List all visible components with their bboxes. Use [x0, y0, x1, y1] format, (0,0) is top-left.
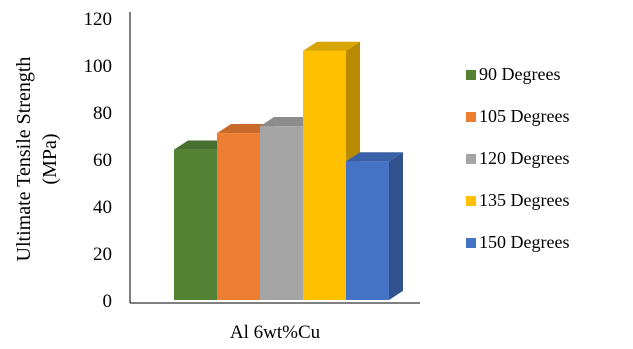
y-tick-label: 40 [93, 197, 112, 218]
legend-label: 90 Degrees [479, 64, 560, 84]
legend-swatch [466, 238, 476, 248]
y-tick-label: 60 [93, 150, 112, 171]
x-axis-categories: Al 6wt%Cu [230, 322, 321, 343]
y-tick-label: 80 [93, 103, 112, 124]
bar-top-face [260, 117, 317, 127]
legend-label: 150 Degrees [479, 232, 569, 252]
legend-swatch [466, 154, 476, 164]
axes [129, 12, 420, 304]
bar-front-face [303, 50, 346, 301]
bar-front-face [174, 149, 217, 300]
bar-top-face [346, 152, 403, 162]
y-axis-title-line: Ultimate Tensile Strength [13, 57, 35, 262]
legend-entry: 120 Degrees [466, 148, 569, 168]
legend: 90 Degrees 105 Degrees 120 Degrees 135 Degr… [466, 64, 569, 252]
legend-entry: 135 Degrees [466, 190, 569, 210]
x-category-label: Al 6wt%Cu [230, 322, 321, 343]
bar-top-face [303, 41, 360, 51]
y-tick-label: 120 [84, 9, 113, 30]
bar [346, 152, 403, 300]
y-tick-label: 20 [93, 244, 112, 265]
bar-top-face [217, 124, 274, 134]
bar-top-face [174, 140, 231, 150]
bar-front-face [346, 161, 389, 300]
bars [174, 41, 403, 301]
legend-label: 135 Degrees [479, 190, 569, 210]
y-tick-label: 100 [84, 56, 113, 77]
y-axis-title: Ultimate Tensile Strength (MPa) [13, 57, 61, 262]
legend-swatch [466, 70, 476, 80]
y-axis-ticks: 0 20 40 60 80 100 120 [84, 9, 113, 312]
bar-front-face [217, 133, 260, 300]
legend-label: 105 Degrees [479, 106, 569, 126]
y-axis-title-line: (MPa) [39, 133, 61, 184]
bar [303, 41, 360, 301]
legend-swatch [466, 112, 476, 122]
legend-entry: 150 Degrees [466, 232, 569, 252]
legend-entry: 90 Degrees [466, 64, 560, 84]
bar-front-face [260, 126, 303, 300]
y-tick-label: 0 [103, 291, 113, 312]
legend-label: 120 Degrees [479, 148, 569, 168]
bar-side-face [389, 152, 403, 300]
legend-swatch [466, 196, 476, 206]
legend-entry: 105 Degrees [466, 106, 569, 126]
